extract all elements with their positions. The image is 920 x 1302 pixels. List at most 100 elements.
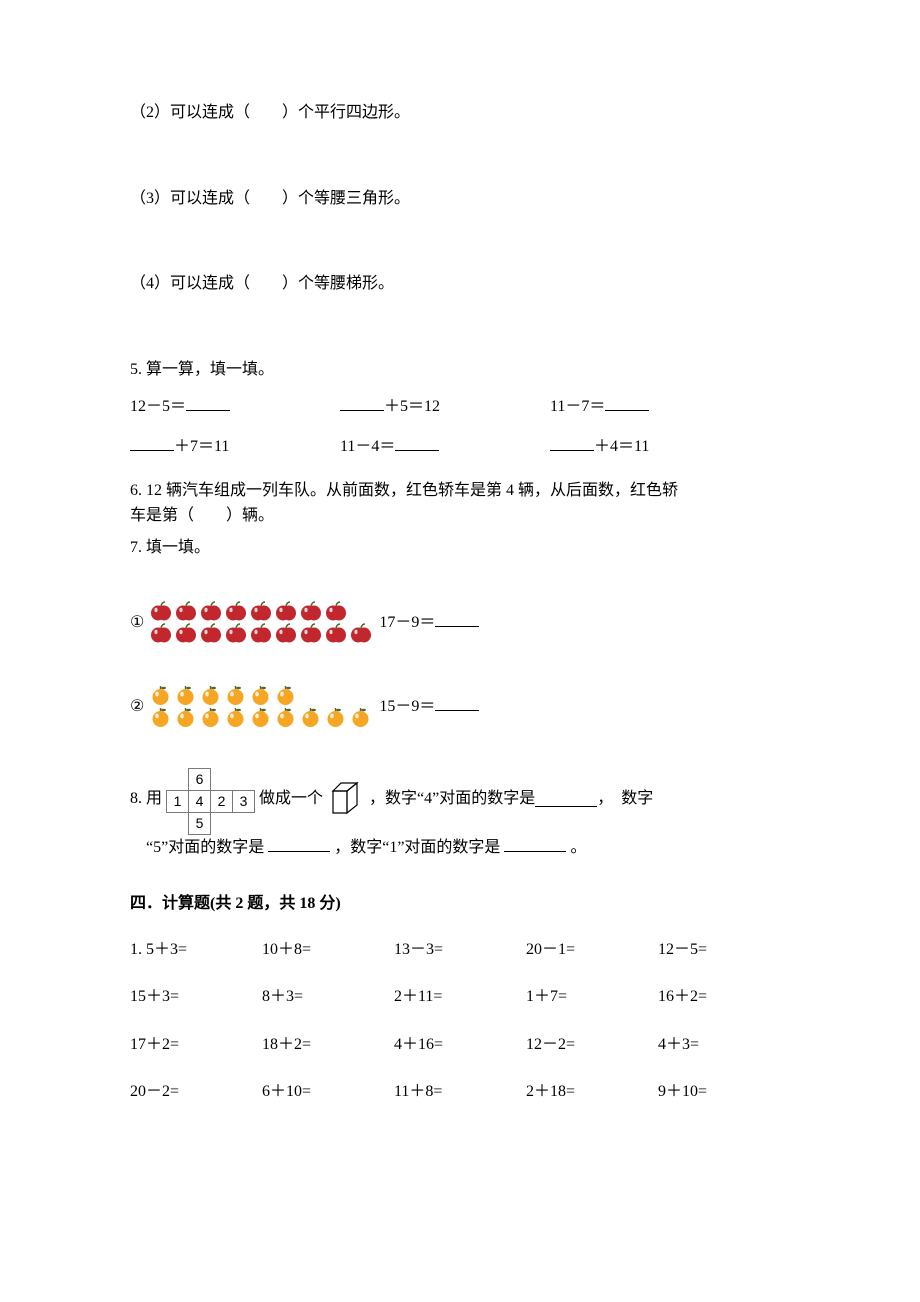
apple-icon	[298, 600, 323, 622]
question-2: （2）可以连成（ ）个平行四边形。	[130, 100, 790, 126]
circled-2: ②	[130, 694, 144, 720]
q8-mid2: ，数字“4”对面的数字是	[369, 786, 535, 812]
orange-icon	[273, 684, 298, 706]
calc-cell: 15＋3=	[130, 984, 262, 1010]
orange-icon	[148, 706, 173, 728]
apple-icon	[223, 622, 248, 644]
q7-expr-1-text: 17－9＝	[379, 614, 435, 631]
orange-icon	[348, 706, 373, 728]
calc-cell: 8＋3=	[262, 984, 394, 1010]
blank	[605, 394, 649, 411]
q5-1c-pre: 11－7＝	[550, 398, 605, 415]
orange-icon	[173, 706, 198, 728]
calc-cell: 9＋10=	[658, 1079, 790, 1105]
q7-expr-2-text: 15－9＝	[379, 698, 435, 715]
apple-icon	[273, 600, 298, 622]
apple-icon	[173, 622, 198, 644]
orange-icon	[298, 706, 323, 728]
section-4-title: 四．计算题(共 2 题，共 18 分)	[130, 891, 790, 917]
calc-cell: 11＋8=	[394, 1079, 526, 1105]
calc-cell: 13－3=	[394, 937, 526, 963]
orange-icon	[198, 706, 223, 728]
blank	[395, 434, 439, 451]
q6-line2: 车是第（ ）辆。	[130, 503, 790, 529]
circled-1: ①	[130, 610, 144, 636]
q5-cell-1a: 12－5＝	[130, 394, 340, 420]
calc-cell: 20－1=	[526, 937, 658, 963]
calc-cell: 2＋11=	[394, 984, 526, 1010]
q7-expr-2: 15－9＝	[379, 694, 479, 720]
apple-icon	[148, 622, 173, 644]
q5-cell-1b: ＋5＝12	[340, 394, 550, 420]
q7-item-1: ① 17－9＝	[130, 600, 790, 644]
apple-icon	[173, 600, 198, 622]
calc-cell: 6＋10=	[262, 1079, 394, 1105]
calc-cell: 4＋3=	[658, 1032, 790, 1058]
orange-icon	[198, 684, 223, 706]
q5-cell-2c: ＋4＝11	[550, 434, 760, 460]
blank	[340, 394, 384, 411]
calc-cell: 1＋7=	[526, 984, 658, 1010]
apple-icon	[223, 600, 248, 622]
q8-l2c: 。	[570, 839, 586, 856]
q5-2c-post: ＋4＝11	[594, 438, 649, 455]
q5-row-2: ＋7＝11 11－4＝ ＋4＝11	[130, 434, 790, 460]
q7-item-2: ② 15－9＝	[130, 684, 790, 728]
orange-icon	[223, 706, 248, 728]
calc-cell: 1. 5＋3=	[130, 937, 262, 963]
apple-icon	[348, 622, 373, 644]
orange-icon	[323, 706, 348, 728]
question-8-line2: “5”对面的数字是 ，数字“1”对面的数字是 。	[146, 835, 790, 861]
calc-cell: 2＋18=	[526, 1079, 658, 1105]
blank	[130, 434, 174, 451]
calc-cell: 12－5=	[658, 937, 790, 963]
apple-icon	[323, 622, 348, 644]
q5-cell-2b: 11－4＝	[340, 434, 550, 460]
net-cell-4: 3	[233, 791, 255, 813]
net-cell-bottom: 5	[189, 813, 211, 835]
orange-icon	[248, 684, 273, 706]
orange-icon	[223, 684, 248, 706]
q6-line1: 6. 12 辆汽车组成一列车队。从前面数，红色轿车是第 4 辆，从后面数，红色轿	[130, 478, 790, 504]
blank	[186, 394, 230, 411]
net-cell-3: 2	[211, 791, 233, 813]
net-cell-2: 4	[189, 791, 211, 813]
calc-cell: 17＋2=	[130, 1032, 262, 1058]
q7-expr-1: 17－9＝	[379, 610, 479, 636]
apple-icon	[198, 622, 223, 644]
q8-mid3: ， 数字	[597, 786, 653, 812]
blank	[268, 835, 330, 852]
q8-mid1: 做成一个	[259, 786, 323, 812]
q5-cell-2a: ＋7＝11	[130, 434, 340, 460]
apple-group	[148, 600, 373, 644]
q8-l2a: “5”对面的数字是	[146, 839, 264, 856]
q8-prefix: 8. 用	[130, 786, 162, 812]
blank	[435, 610, 479, 627]
cube-icon	[327, 779, 365, 826]
question-8-line1: 8. 用 6 1 4 2 3 5	[130, 768, 790, 829]
q5-cell-1c: 11－7＝	[550, 394, 760, 420]
q5-1a-pre: 12－5＝	[130, 398, 186, 415]
apple-icon	[298, 622, 323, 644]
net-cell-1: 1	[167, 791, 189, 813]
calc-cell: 16＋2=	[658, 984, 790, 1010]
question-5-title: 5. 算一算，填一填。	[130, 357, 790, 383]
calc-cell: 10＋8=	[262, 937, 394, 963]
blank	[535, 790, 597, 807]
q5-2a-post: ＋7＝11	[174, 438, 229, 455]
question-4: （4）可以连成（ ）个等腰梯形。	[130, 271, 790, 297]
net-cell-top: 6	[189, 769, 211, 791]
q8-l2b: ，数字“1”对面的数字是	[334, 839, 500, 856]
calc-cell: 4＋16=	[394, 1032, 526, 1058]
calculation-grid: 1. 5＋3=10＋8=13－3=20－1=12－5= 15＋3=8＋3=2＋11…	[130, 937, 790, 1105]
apple-icon	[273, 622, 298, 644]
calc-cell: 12－2=	[526, 1032, 658, 1058]
question-3: （3）可以连成（ ）个等腰三角形。	[130, 186, 790, 212]
blank	[435, 694, 479, 711]
orange-icon	[248, 706, 273, 728]
blank	[504, 835, 566, 852]
orange-icon	[148, 684, 173, 706]
apple-icon	[148, 600, 173, 622]
apple-icon	[323, 600, 348, 622]
calc-cell: 20－2=	[130, 1079, 262, 1105]
